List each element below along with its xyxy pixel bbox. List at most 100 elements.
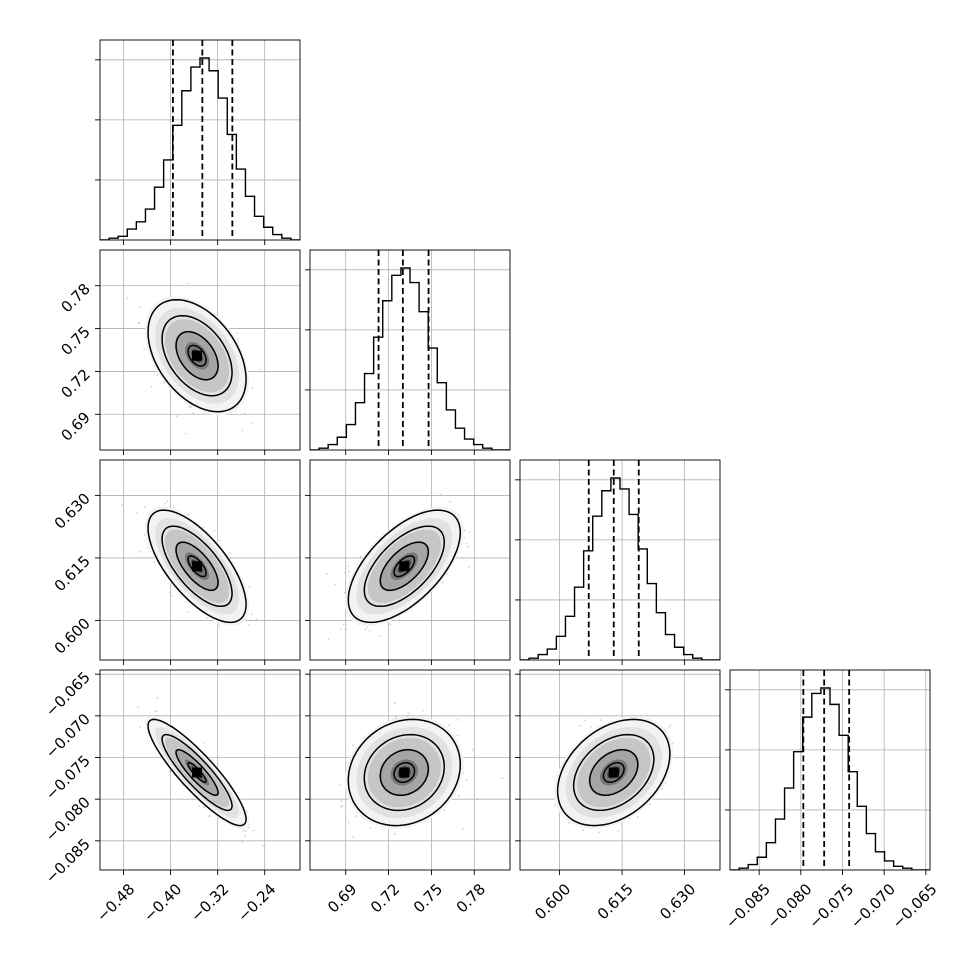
scatter-point <box>340 805 343 808</box>
x-tick-label-0-3: −0.24 <box>234 880 279 925</box>
y-tick-label-1-1: 0.72 <box>57 366 93 402</box>
panel-content-2-1 <box>310 460 510 660</box>
scatter-point <box>347 570 350 573</box>
scatter-point <box>166 500 169 503</box>
scatter-point <box>255 618 258 621</box>
scatter-point <box>150 385 153 388</box>
scatter-point <box>636 816 639 818</box>
scatter-point <box>598 831 601 834</box>
scatter-point <box>342 623 345 626</box>
scatter-point <box>352 836 355 839</box>
contour-3 <box>187 344 207 367</box>
contour-1 <box>161 525 233 608</box>
scatter-point <box>617 829 620 832</box>
scatter-point <box>568 822 570 825</box>
scatter-point <box>136 512 138 514</box>
scatter-point <box>219 539 221 542</box>
scatter-point <box>471 748 474 751</box>
scatter-point <box>208 815 211 818</box>
scatter-point <box>120 504 123 506</box>
scatter-point <box>665 782 668 785</box>
panel-frame <box>99 459 301 661</box>
scatter-point <box>476 798 479 800</box>
x-tick-label-2-0: 0.600 <box>531 880 574 923</box>
scatter-point <box>236 332 239 334</box>
scatter-point <box>139 550 142 553</box>
scatter-point <box>164 502 167 505</box>
x-tick-label-1-3: 0.78 <box>453 880 489 916</box>
scatter-point <box>422 709 425 712</box>
density-peak <box>192 767 203 778</box>
x-tick-label-0-2: −0.32 <box>187 880 232 925</box>
scatter-point <box>187 513 190 516</box>
panel-frame <box>309 459 511 661</box>
scatter-point <box>501 777 504 779</box>
scatter-point <box>407 712 410 715</box>
scatter-point <box>154 710 157 713</box>
contour-0 <box>147 718 247 827</box>
scatter-point <box>467 545 470 548</box>
scatter-point <box>187 611 189 613</box>
scatter-point <box>212 759 215 761</box>
y-tick-label-1-3: 0.78 <box>57 280 93 316</box>
scatter-point <box>169 770 172 773</box>
scatter-point <box>241 841 244 843</box>
scatter-point <box>343 591 346 594</box>
scatter-point <box>327 638 330 641</box>
scatter-point <box>192 412 195 414</box>
density-peak <box>608 767 619 778</box>
scatter-point <box>369 826 372 829</box>
scatter-point <box>259 368 262 371</box>
scatter-point <box>347 565 350 568</box>
scatter-point <box>554 804 557 807</box>
panel-2-0 <box>95 459 301 665</box>
panel-1-0 <box>95 249 301 455</box>
x-tick-label-1-2: 0.75 <box>410 880 446 916</box>
contour-1 <box>161 733 233 812</box>
scatter-point <box>339 784 342 787</box>
scatter-point <box>192 798 194 801</box>
scatter-point <box>175 415 178 418</box>
density-peak <box>192 561 203 572</box>
panel-content-1-1 <box>310 250 510 450</box>
y-tick-label-2-1: 0.615 <box>51 552 94 595</box>
panel-frame <box>99 249 301 451</box>
scatter-point <box>457 734 459 737</box>
scatter-point <box>379 635 382 637</box>
histogram-0 <box>100 57 300 240</box>
scatter-point <box>584 719 587 722</box>
panel-content-3-0 <box>100 670 300 870</box>
scatter-point <box>250 422 253 425</box>
scatter-point <box>468 566 470 568</box>
panel-1-1 <box>305 249 511 455</box>
scatter-point <box>463 529 466 532</box>
scatter-point <box>465 778 468 781</box>
panel-content-2-0 <box>100 460 300 660</box>
panel-content-3-3 <box>730 670 930 870</box>
scatter-point <box>143 506 146 509</box>
scatter-point <box>463 536 466 539</box>
scatter-point <box>242 829 245 832</box>
panel-frame <box>519 669 721 871</box>
scatter-point <box>198 804 200 807</box>
scatter-point <box>345 628 347 631</box>
scatter-point <box>153 560 156 563</box>
scatter-point <box>339 628 342 630</box>
x-tick-label-0-0: −0.48 <box>93 880 138 925</box>
contour-0 <box>147 509 247 624</box>
scatter-point <box>439 493 442 496</box>
scatter-point <box>364 628 367 631</box>
panel-3-0 <box>95 669 301 875</box>
scatter-point <box>340 804 343 807</box>
x-tick-label-2-2: 0.630 <box>656 880 699 923</box>
scatter-point <box>241 429 243 432</box>
scatter-point <box>188 405 191 408</box>
density-peak <box>192 350 203 361</box>
scatter-point <box>137 322 140 324</box>
scatter-point <box>248 585 251 588</box>
scatter-point <box>213 529 216 532</box>
scatter-point <box>143 348 146 350</box>
contour-3 <box>393 762 416 783</box>
contour-0 <box>347 509 462 624</box>
